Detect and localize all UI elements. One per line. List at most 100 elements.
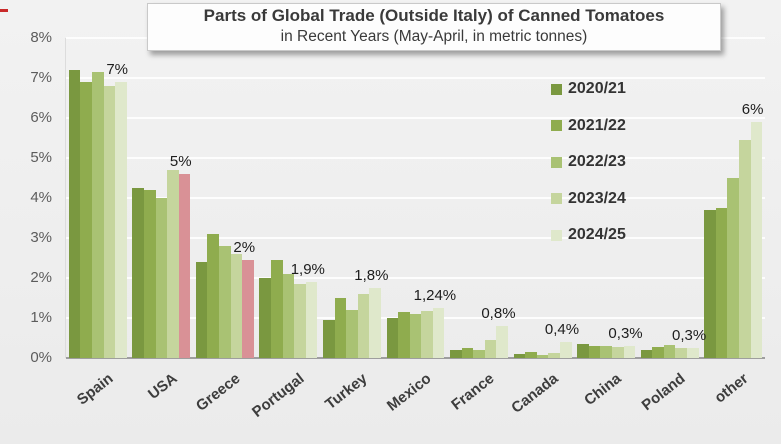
x-category-label: Greece: [193, 370, 244, 415]
bar-other-2020-21[interactable]: [704, 210, 716, 358]
bar-france-2023-24[interactable]: [484, 340, 497, 358]
x-category-label: Turkey: [322, 370, 371, 413]
chart-subtitle: in Recent Years (May-April, in metric to…: [280, 28, 588, 45]
gridline: [66, 117, 765, 119]
legend: 2020/21 2021/22 2022/23 2023/24 2024/25: [551, 71, 626, 254]
bar-other-2023-24[interactable]: [739, 140, 751, 358]
bar-usa-2022-23[interactable]: [155, 198, 168, 358]
legend-label: 2022/23: [568, 153, 626, 171]
bar-portugal-2020-21[interactable]: [259, 278, 271, 358]
bar-portugal-2023-24[interactable]: [294, 284, 306, 358]
bar-usa-2023-24[interactable]: [167, 170, 179, 358]
y-tick-label: 1%: [30, 309, 52, 326]
bar-greece-2021-22[interactable]: [207, 234, 220, 358]
bar-france-2022-23[interactable]: [473, 350, 485, 358]
bar-greece-2022-23[interactable]: [219, 246, 231, 358]
bar-mexico-2024-25[interactable]: [432, 308, 445, 358]
bar-mexico-2022-23[interactable]: [409, 314, 422, 358]
legend-item-2024-25[interactable]: 2024/25: [551, 217, 626, 254]
legend-item-2020-21[interactable]: 2020/21: [551, 71, 626, 108]
data-label: 0,3%: [671, 327, 707, 344]
x-category-label: Canada: [508, 370, 562, 417]
bar-portugal-2021-22[interactable]: [271, 260, 283, 358]
bar-turkey-2024-25[interactable]: [369, 288, 381, 358]
bar-other-2021-22[interactable]: [715, 208, 728, 358]
bar-mexico-2021-22[interactable]: [398, 312, 410, 358]
gridline: [66, 277, 765, 279]
corner-mark: [0, 9, 8, 12]
x-category-label: Mexico: [383, 370, 435, 415]
bar-portugal-2022-23[interactable]: [282, 274, 295, 358]
bar-poland-2020-21[interactable]: [640, 350, 653, 358]
bar-france-2024-25[interactable]: [496, 326, 509, 358]
legend-label: 2024/25: [568, 226, 626, 244]
bar-canada-2024-25[interactable]: [559, 342, 572, 358]
x-category-label: USA: [144, 370, 181, 403]
x-category-label: Poland: [638, 370, 689, 415]
bar-poland-2022-23[interactable]: [663, 344, 676, 358]
legend-item-2022-23[interactable]: 2022/23: [551, 144, 626, 181]
bar-turkey-2021-22[interactable]: [334, 298, 347, 358]
legend-item-2021-22[interactable]: 2021/22: [551, 108, 626, 145]
gridline: [66, 237, 765, 239]
legend-label: 2023/24: [568, 189, 626, 207]
gridline: [66, 77, 765, 79]
bar-china-2024-25[interactable]: [623, 346, 636, 358]
bar-greece-2024-25[interactable]: [242, 260, 254, 358]
bar-usa-2021-22[interactable]: [143, 190, 156, 358]
bar-china-2022-23[interactable]: [600, 346, 612, 358]
data-label: 2%: [233, 239, 256, 256]
data-label: 1,8%: [354, 267, 389, 284]
bar-china-2020-21[interactable]: [577, 344, 589, 358]
legend-swatch: [551, 83, 562, 95]
bar-canada-2023-24[interactable]: [548, 353, 560, 358]
y-tick-label: 6%: [30, 109, 52, 126]
bar-poland-2021-22[interactable]: [652, 346, 664, 358]
x-category-label: Spain: [73, 370, 117, 409]
bar-usa-2020-21[interactable]: [132, 188, 144, 358]
bar-france-2021-22[interactable]: [461, 348, 474, 358]
x-category-label: France: [448, 370, 498, 414]
bar-portugal-2024-25[interactable]: [305, 282, 318, 358]
bar-china-2021-22[interactable]: [588, 346, 601, 358]
y-axis-labels: 0% 1% 2% 3% 4% 5% 6% 7% 8%: [0, 29, 58, 366]
bar-mexico-2023-24[interactable]: [421, 310, 433, 358]
data-label: 0,3%: [608, 325, 643, 342]
bar-poland-2023-24[interactable]: [675, 348, 688, 358]
gridline: [66, 197, 765, 199]
bar-spain-2023-24[interactable]: [103, 86, 116, 358]
bar-spain-2022-23[interactable]: [91, 72, 104, 358]
chart-title: Parts of Global Trade (Outside Italy) of…: [203, 6, 665, 25]
legend-swatch: [551, 120, 562, 132]
bar-spain-2020-21[interactable]: [68, 70, 81, 358]
bar-china-2023-24[interactable]: [611, 346, 624, 358]
data-label: 6%: [741, 101, 764, 118]
bar-canada-2022-23[interactable]: [536, 355, 549, 358]
y-tick-label: 2%: [30, 269, 52, 286]
data-label: 1,24%: [413, 287, 457, 305]
x-category-label: China: [581, 370, 625, 410]
y-tick-label: 4%: [30, 189, 52, 206]
bar-other-2022-23[interactable]: [727, 178, 740, 358]
bar-mexico-2020-21[interactable]: [386, 318, 399, 358]
bar-other-2024-25[interactable]: [750, 122, 763, 358]
data-label: 5%: [169, 153, 192, 170]
bar-usa-2024-25[interactable]: [178, 174, 191, 358]
bar-canada-2021-22[interactable]: [525, 352, 537, 358]
bar-turkey-2022-23[interactable]: [346, 310, 358, 358]
bar-spain-2021-22[interactable]: [80, 82, 92, 358]
legend-swatch: [551, 156, 562, 168]
bar-greece-2020-21[interactable]: [195, 262, 208, 358]
y-tick-label: 5%: [30, 149, 52, 166]
bar-greece-2023-24[interactable]: [230, 254, 243, 358]
bar-france-2020-21[interactable]: [450, 350, 462, 358]
legend-item-2023-24[interactable]: 2023/24: [551, 181, 626, 218]
bar-canada-2020-21[interactable]: [513, 354, 526, 358]
plot-area: 7% 5% 2% 1,9% 1,8% 1,24% 0,8% 0,4% 0,3% 0,3% 6%: [65, 37, 765, 359]
bar-turkey-2020-21[interactable]: [322, 320, 335, 358]
legend-swatch: [551, 229, 562, 241]
data-label: 0,4%: [544, 321, 580, 338]
bar-turkey-2023-24[interactable]: [357, 294, 370, 358]
bar-spain-2024-25[interactable]: [115, 82, 127, 358]
bar-poland-2024-25[interactable]: [687, 348, 699, 358]
